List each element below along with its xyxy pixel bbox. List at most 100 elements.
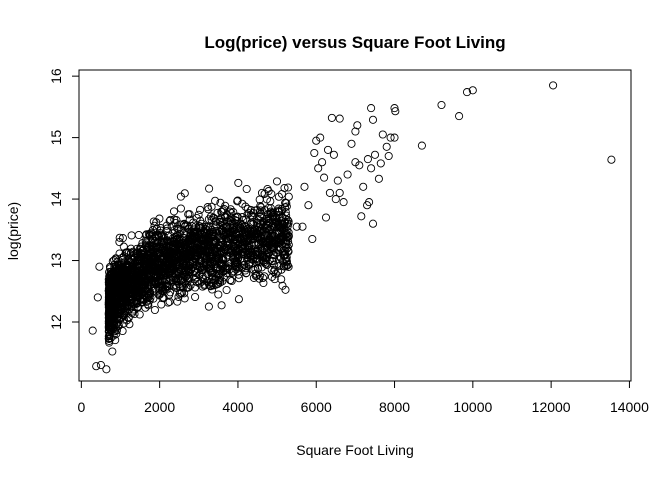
- data-point: [215, 276, 225, 285]
- data-point: [93, 293, 102, 302]
- data-point: [109, 270, 118, 279]
- data-point: [320, 173, 329, 182]
- data-point: [277, 204, 286, 213]
- data-point: [250, 206, 260, 215]
- y-tick-label: 13: [48, 253, 64, 269]
- data-point: [232, 231, 241, 240]
- data-point: [233, 197, 242, 206]
- data-point: [123, 308, 132, 317]
- data-point: [128, 269, 137, 278]
- data-point: [274, 204, 283, 213]
- data-point: [277, 219, 286, 228]
- data-point: [185, 274, 194, 283]
- data-point: [323, 145, 333, 154]
- data-point: [167, 254, 176, 263]
- data-point: [185, 260, 194, 269]
- data-point: [284, 183, 293, 192]
- data-point: [110, 260, 119, 269]
- data-point: [308, 234, 317, 244]
- data-point: [205, 228, 214, 237]
- data-point: [231, 240, 240, 249]
- data-point: [185, 268, 194, 277]
- data-point: [128, 307, 137, 316]
- data-point: [104, 332, 113, 341]
- data-point: [213, 247, 222, 257]
- data-point: [331, 195, 340, 204]
- data-point: [216, 198, 225, 207]
- data-point: [211, 196, 220, 205]
- x-tick-label: 4000: [222, 399, 253, 415]
- data-point: [135, 244, 144, 253]
- data-point: [234, 254, 243, 263]
- data-point: [216, 215, 225, 224]
- data-point: [169, 265, 178, 274]
- data-point: [263, 231, 272, 240]
- data-point: [222, 266, 231, 275]
- data-point: [232, 216, 242, 226]
- data-point: [157, 286, 166, 295]
- data-point: [127, 302, 136, 311]
- data-point: [253, 256, 262, 265]
- data-point: [244, 224, 253, 233]
- data-point: [95, 262, 104, 271]
- data-point: [281, 250, 290, 259]
- data-point: [180, 219, 189, 228]
- data-point: [217, 261, 226, 271]
- data-point: [170, 225, 179, 235]
- data-point: [111, 287, 120, 297]
- data-point: [144, 293, 153, 302]
- data-point: [280, 227, 289, 236]
- data-point: [455, 112, 464, 121]
- data-point: [243, 237, 252, 246]
- data-point: [190, 267, 200, 276]
- data-point: [236, 223, 245, 232]
- data-point: [176, 220, 185, 229]
- data-point: [139, 262, 148, 271]
- data-point: [335, 188, 344, 197]
- data-point: [256, 210, 266, 219]
- data-point: [199, 274, 208, 283]
- data-point: [140, 256, 149, 266]
- data-point: [107, 275, 116, 284]
- data-point: [231, 213, 240, 222]
- data-point: [152, 224, 161, 233]
- data-point: [214, 290, 223, 299]
- data-point: [134, 284, 143, 293]
- data-point: [176, 192, 185, 201]
- data-point: [374, 174, 383, 183]
- data-point: [199, 250, 208, 259]
- x-tick-label: 10000: [453, 399, 492, 415]
- data-point: [249, 265, 258, 274]
- data-point: [187, 234, 196, 243]
- data-point: [228, 268, 237, 277]
- data-point: [226, 275, 235, 285]
- data-point: [279, 246, 288, 255]
- data-point: [184, 252, 193, 261]
- data-point: [132, 244, 141, 253]
- data-point: [175, 235, 184, 244]
- data-point: [284, 231, 293, 240]
- data-point: [108, 268, 117, 277]
- y-tick-label: 15: [48, 130, 64, 146]
- data-point: [191, 222, 200, 231]
- data-point: [277, 189, 286, 199]
- data-point: [173, 297, 182, 306]
- data-point: [262, 195, 271, 204]
- data-point: [165, 265, 175, 274]
- x-tick-label: 0: [77, 399, 85, 415]
- data-point: [118, 276, 127, 285]
- data-point: [208, 249, 217, 258]
- data-point: [367, 104, 376, 113]
- data-point: [156, 243, 165, 252]
- data-point: [318, 158, 327, 167]
- data-point: [265, 218, 274, 227]
- data-point: [343, 170, 352, 179]
- data-point: [207, 269, 216, 278]
- data-point: [118, 234, 127, 243]
- data-point: [119, 252, 129, 261]
- data-point: [384, 151, 393, 161]
- data-point: [102, 365, 111, 374]
- data-point: [256, 212, 265, 222]
- data-point: [368, 115, 378, 124]
- data-point: [390, 104, 399, 113]
